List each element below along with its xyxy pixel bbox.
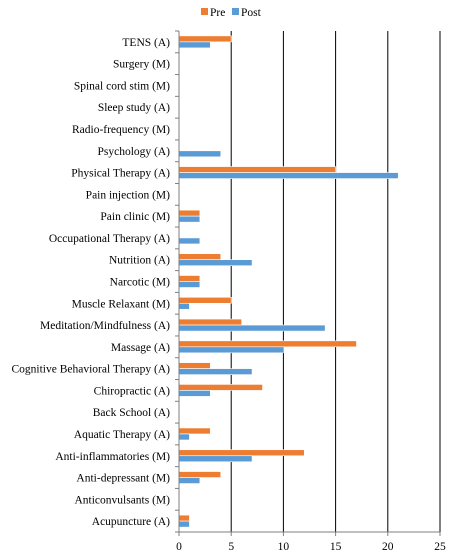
category-label: Surgery (M) xyxy=(113,59,170,71)
axes xyxy=(175,30,441,536)
bar-pre-anti-depressant-m xyxy=(178,471,222,478)
gridlines xyxy=(230,31,441,532)
bars xyxy=(178,35,399,528)
legend: Pre Post xyxy=(201,7,262,19)
legend-swatch-post xyxy=(232,8,239,15)
legend-label-post: Post xyxy=(241,7,262,19)
category-label: Massage (A) xyxy=(111,342,170,354)
category-label: Pain injection (M) xyxy=(86,189,170,201)
category-label: Narcotic (M) xyxy=(110,277,171,289)
bar-post-acupuncture-a xyxy=(178,520,190,528)
bar-post-massage-a xyxy=(178,346,284,354)
bar-pre-aquatic-therapy-a xyxy=(178,427,211,435)
bar-post-anti-depressant-m xyxy=(178,477,201,484)
category-label: Meditation/Mindfulness (A) xyxy=(40,320,170,332)
category-label: Sleep study (A) xyxy=(98,102,170,114)
bar-pre-cognitive-behavioral-therapy-a xyxy=(178,362,211,369)
category-label: Pain clinic (M) xyxy=(100,211,170,223)
category-label: Back School (A) xyxy=(93,407,170,419)
legend-label-pre: Pre xyxy=(210,7,225,19)
bar-pre-tens-a xyxy=(178,35,232,43)
bar-pre-nutrition-a xyxy=(178,253,222,261)
bar-post-pain-clinic-m xyxy=(178,215,201,223)
x-tick-label: 10 xyxy=(278,541,290,553)
category-label: Aquatic Therapy (A) xyxy=(74,429,170,441)
category-label: Occupational Therapy (A) xyxy=(49,233,170,245)
bar-pre-narcotic-m xyxy=(178,275,201,282)
bar-post-occupational-therapy-a xyxy=(178,237,201,245)
bar-post-narcotic-m xyxy=(178,281,201,288)
bar-post-cognitive-behavioral-therapy-a xyxy=(178,368,253,375)
category-label: Chiropractic (A) xyxy=(94,385,170,397)
tick-labels: 0 5 10 15 20 25 xyxy=(176,541,446,553)
bar-post-aquatic-therapy-a xyxy=(178,433,190,441)
bar-pre-physical-therapy-a xyxy=(178,166,336,173)
category-label: Anticonvulsants (M) xyxy=(74,494,170,506)
bar-pre-muscle-relaxant-m xyxy=(178,296,232,304)
category-label: TENS (A) xyxy=(122,37,170,49)
x-tick-label: 5 xyxy=(228,541,234,553)
bar-pre-anti-inflammatories-m xyxy=(178,449,305,457)
bar-pre-massage-a xyxy=(178,340,357,348)
category-label: Psychology (A) xyxy=(97,146,170,158)
bar-post-meditation-mindfulness-a xyxy=(178,324,326,332)
bar-post-physical-therapy-a xyxy=(178,172,399,179)
category-label: Radio-frequency (M) xyxy=(72,124,170,136)
category-labels: TENS (A) Surgery (M) Spinal cord stim (M) S… xyxy=(11,37,170,528)
category-label: Physical Therapy (A) xyxy=(71,168,170,180)
x-tick-label: 25 xyxy=(434,541,446,553)
bar-post-psychology-a xyxy=(178,150,222,158)
category-label: Anti-inflammatories (M) xyxy=(55,451,170,463)
bar-post-nutrition-a xyxy=(178,259,253,267)
category-label: Muscle Relaxant (M) xyxy=(72,298,171,310)
bar-pre-pain-clinic-m xyxy=(178,209,201,217)
x-tick-label: 15 xyxy=(330,541,342,553)
bar-pre-acupuncture-a xyxy=(178,514,190,522)
bar-post-chiropractic-a xyxy=(178,390,211,397)
category-label: Cognitive Behavioral Therapy (A) xyxy=(11,364,170,376)
bar-post-tens-a xyxy=(178,41,211,49)
category-label: Acupuncture (A) xyxy=(92,516,170,528)
bar-post-muscle-relaxant-m xyxy=(178,302,190,310)
x-tick-label: 0 xyxy=(176,541,182,553)
legend-swatch-pre xyxy=(201,8,208,15)
category-label: Nutrition (A) xyxy=(109,255,170,267)
bar-post-anti-inflammatories-m xyxy=(178,455,253,463)
category-label: Spinal cord stim (M) xyxy=(74,80,170,92)
bar-pre-chiropractic-a xyxy=(178,384,263,391)
bar-pre-meditation-mindfulness-a xyxy=(178,318,242,326)
category-label: Anti-depressant (M) xyxy=(76,473,170,485)
x-tick-label: 20 xyxy=(382,541,394,553)
